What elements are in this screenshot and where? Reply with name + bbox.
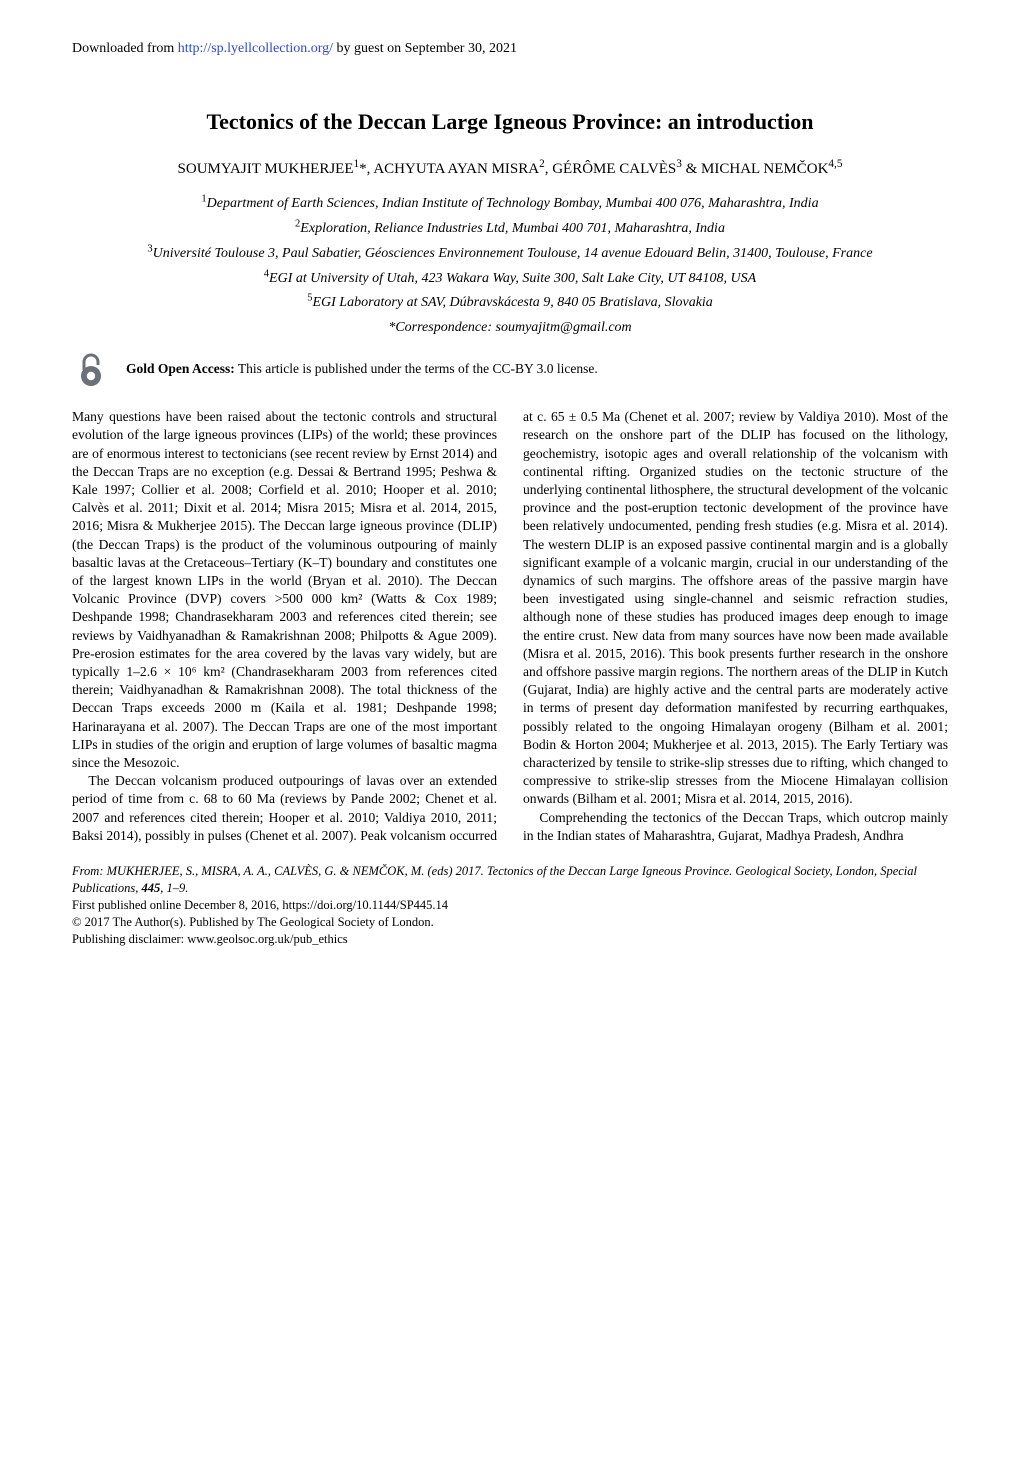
author-list: SOUMYAJIT MUKHERJEE1*, ACHYUTA AYAN MISR… bbox=[72, 159, 948, 179]
open-access-bold: Gold Open Access: bbox=[126, 361, 235, 376]
footer-from-line: From: MUKHERJEE, S., MISRA, A. A., CALVÈ… bbox=[72, 863, 948, 897]
affiliation: 3Université Toulouse 3, Paul Sabatier, G… bbox=[72, 245, 948, 264]
affiliations-block: 1Department of Earth Sciences, Indian In… bbox=[72, 195, 948, 313]
affil-text: EGI Laboratory at SAV, Dúbravskácesta 9,… bbox=[312, 295, 712, 310]
body-columns: Many questions have been raised about th… bbox=[72, 408, 948, 845]
affiliation: 4EGI at University of Utah, 423 Wakara W… bbox=[72, 270, 948, 289]
affiliation: 5EGI Laboratory at SAV, Dúbravskácesta 9… bbox=[72, 294, 948, 313]
correspondence: *Correspondence: soumyajitm@gmail.com bbox=[72, 319, 948, 338]
article-title: Tectonics of the Deccan Large Igneous Pr… bbox=[72, 107, 948, 137]
footer-block: From: MUKHERJEE, S., MISRA, A. A., CALVÈ… bbox=[72, 863, 948, 947]
open-access-text: Gold Open Access: This article is publis… bbox=[126, 360, 598, 378]
footer-disclaimer: Publishing disclaimer: www.geolsoc.org.u… bbox=[72, 931, 948, 948]
affiliation: 2Exploration, Reliance Industries Ltd, M… bbox=[72, 220, 948, 239]
download-suffix: by guest on September 30, 2021 bbox=[333, 41, 517, 56]
body-paragraph: Comprehending the tectonics of the Decca… bbox=[523, 809, 948, 845]
open-access-row: Gold Open Access: This article is publis… bbox=[72, 350, 948, 388]
body-paragraph: Many questions have been raised about th… bbox=[72, 408, 497, 772]
open-access-icon bbox=[78, 350, 104, 388]
affil-text: Exploration, Reliance Industries Ltd, Mu… bbox=[300, 221, 725, 236]
footer-first-published: First published online December 8, 2016,… bbox=[72, 897, 948, 914]
affiliation: 1Department of Earth Sciences, Indian In… bbox=[72, 195, 948, 214]
affil-text: EGI at University of Utah, 423 Wakara Wa… bbox=[269, 271, 756, 286]
download-url[interactable]: http://sp.lyellcollection.org/ bbox=[178, 41, 333, 56]
open-access-tail: This article is published under the term… bbox=[235, 361, 598, 376]
page-root: Downloaded from http://sp.lyellcollectio… bbox=[0, 0, 1020, 1470]
download-prefix: Downloaded from bbox=[72, 41, 178, 56]
footer-copyright: © 2017 The Author(s). Published by The G… bbox=[72, 914, 948, 931]
affil-text: Department of Earth Sciences, Indian Ins… bbox=[207, 196, 819, 211]
download-banner: Downloaded from http://sp.lyellcollectio… bbox=[72, 40, 948, 59]
affil-text: Université Toulouse 3, Paul Sabatier, Gé… bbox=[153, 246, 873, 261]
